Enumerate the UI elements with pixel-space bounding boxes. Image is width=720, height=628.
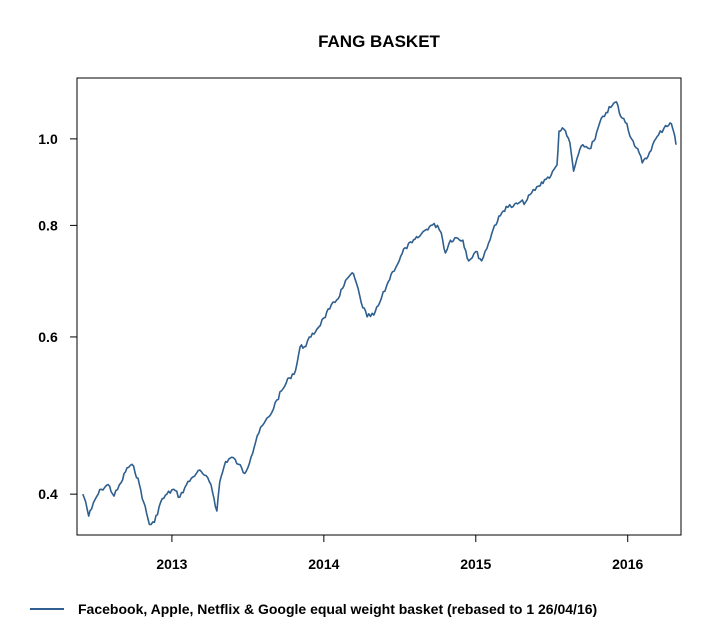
y-axis: 0.4 0.6 0.8 1.0 xyxy=(38,131,77,502)
x-tick-label: 2016 xyxy=(612,556,643,572)
x-tick-label: 2014 xyxy=(308,556,339,572)
y-tick-label: 1.0 xyxy=(38,131,58,147)
x-axis: 2013 2014 2015 2016 xyxy=(156,535,643,572)
legend: Facebook, Apple, Netflix & Google equal … xyxy=(30,601,597,617)
legend-label: Facebook, Apple, Netflix & Google equal … xyxy=(78,601,597,617)
y-tick-label: 0.8 xyxy=(38,217,58,233)
x-tick-label: 2015 xyxy=(460,556,491,572)
chart-title: FANG BASKET xyxy=(318,32,440,51)
plot-frame xyxy=(76,77,682,536)
x-tick-label: 2013 xyxy=(156,556,187,572)
y-tick-label: 0.6 xyxy=(38,329,58,345)
series-line-fang-basket xyxy=(82,101,677,526)
y-tick-label: 0.4 xyxy=(38,486,58,502)
